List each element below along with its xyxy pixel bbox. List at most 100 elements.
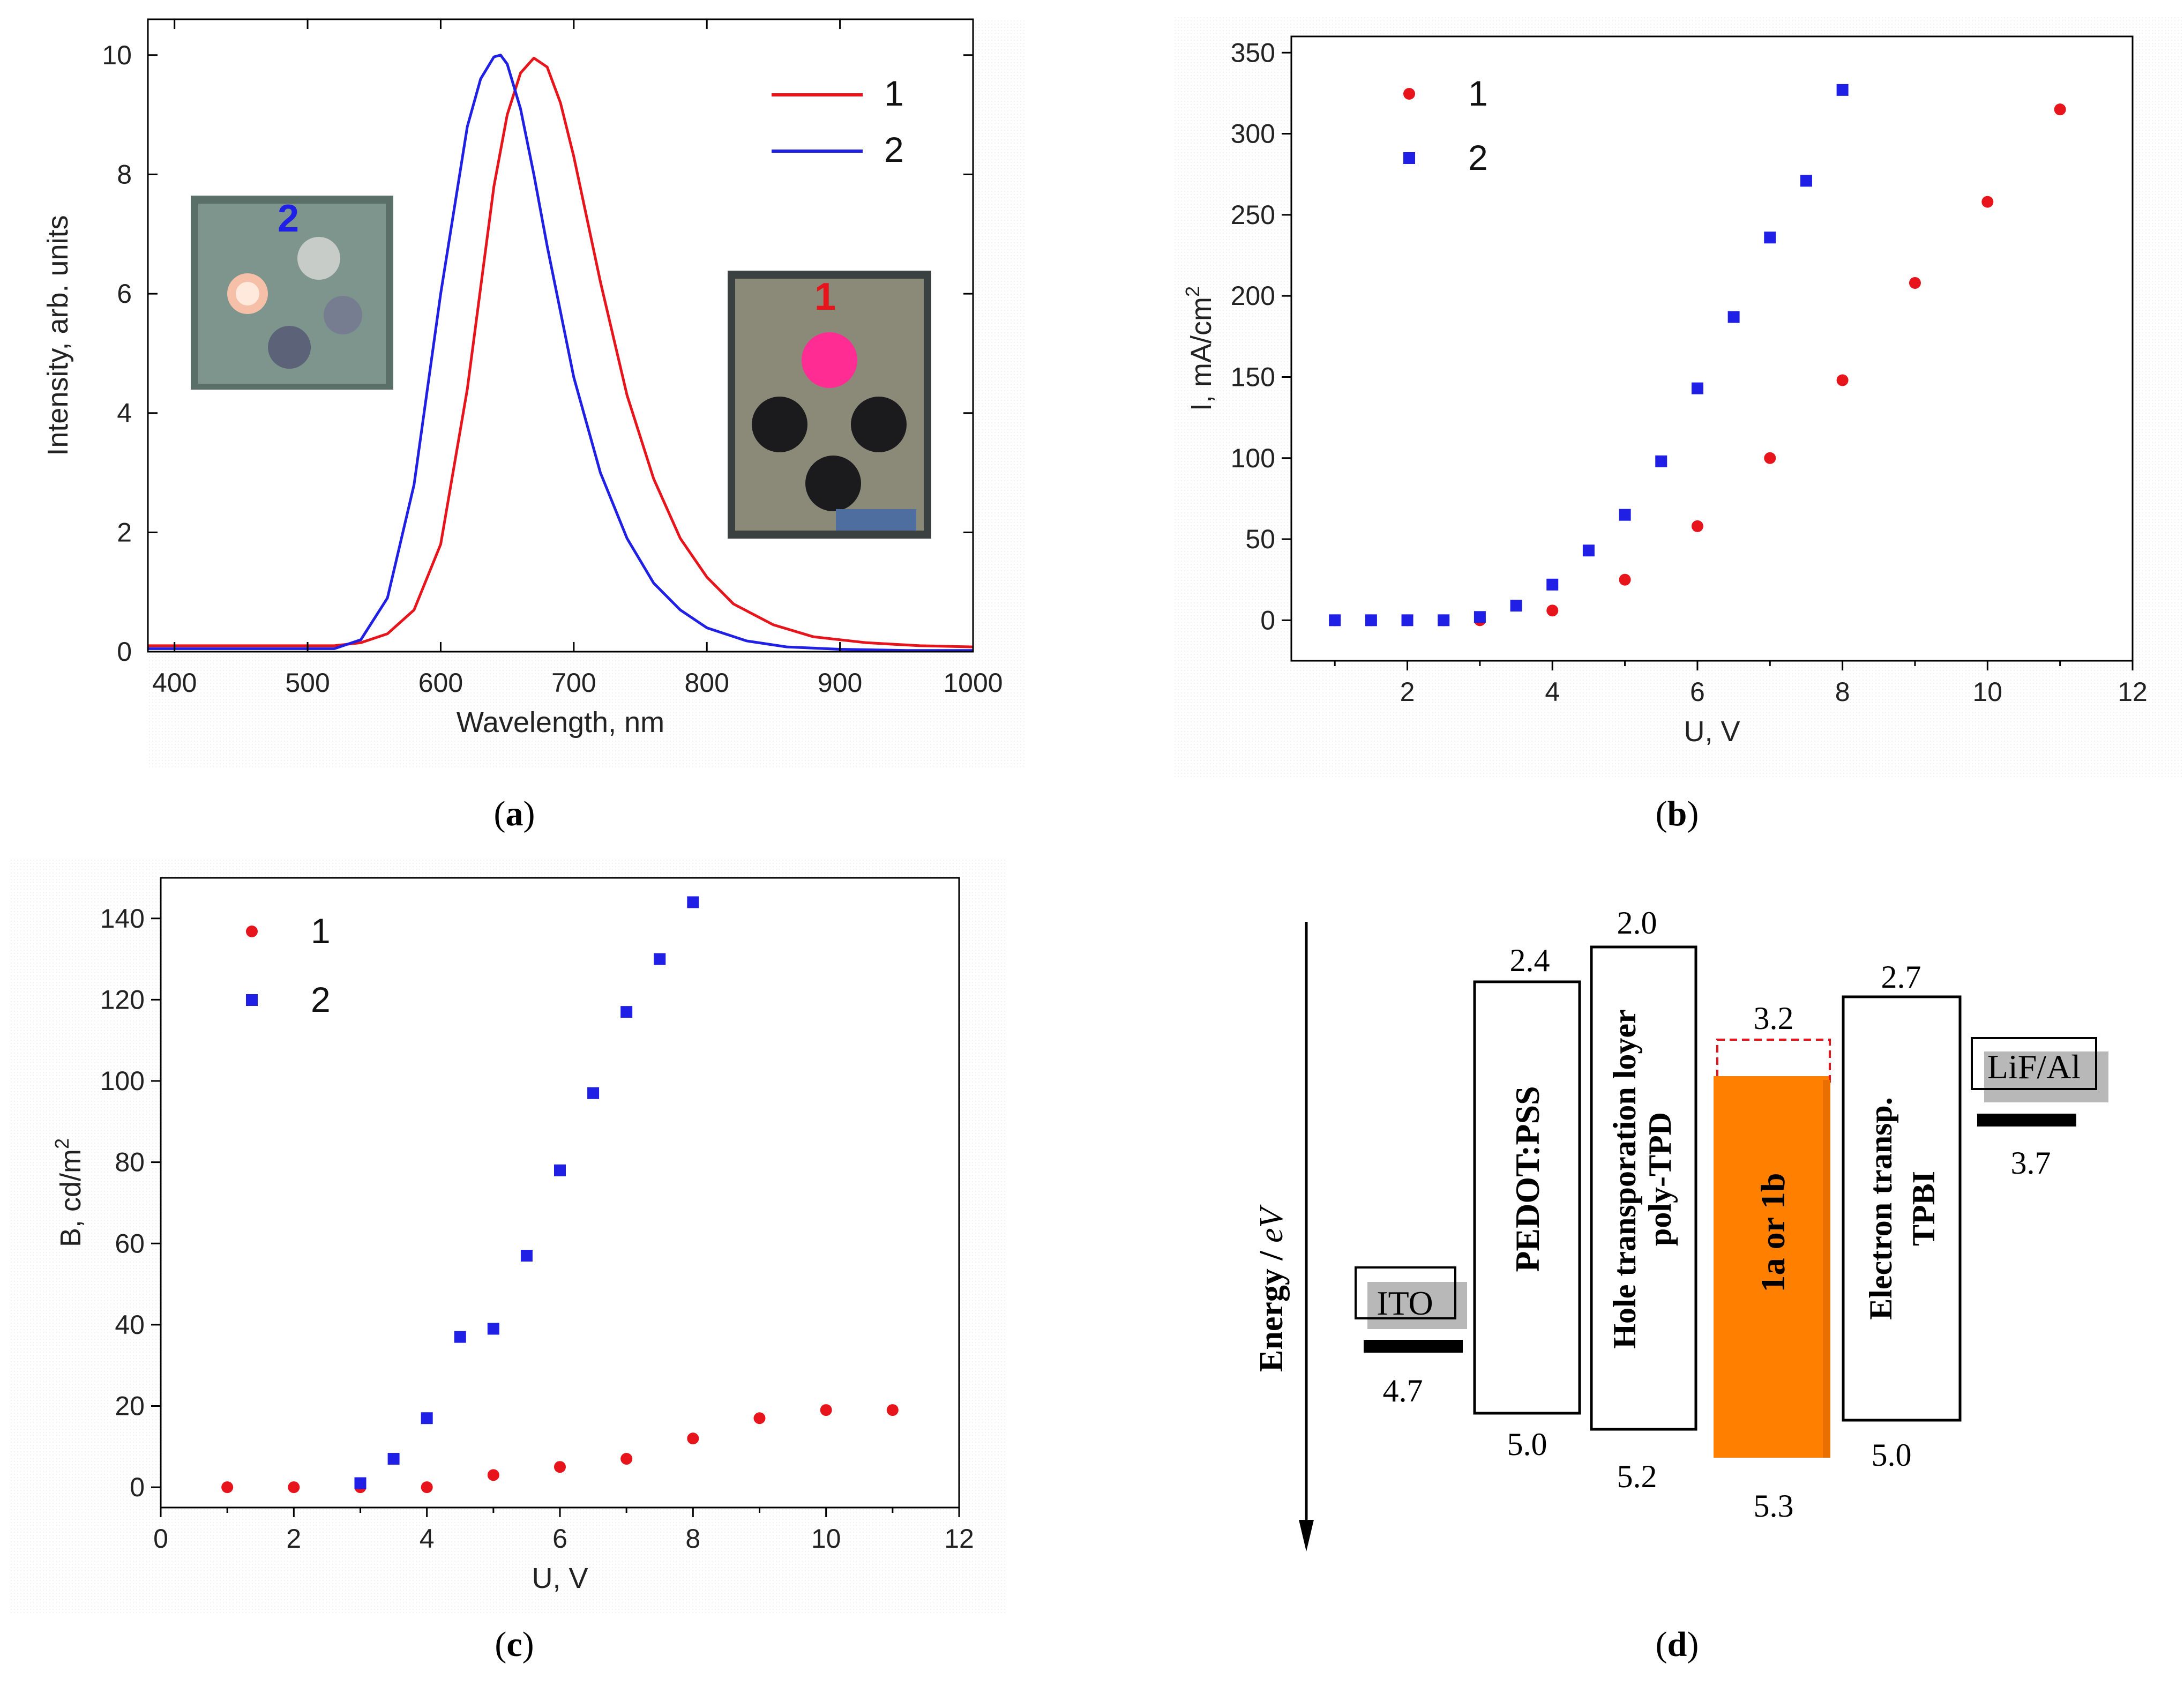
panel-c-plot-area — [161, 878, 959, 1508]
b-series-2-point — [1438, 614, 1450, 626]
b-series-2-point — [1836, 84, 1849, 96]
c-legend-label-1: 1 — [311, 911, 331, 951]
hole-transport-box — [1590, 945, 1697, 1431]
pedot-bottom-value: 5.0 — [1507, 1427, 1547, 1462]
a-x-tick-label: 600 — [418, 668, 463, 698]
c-y-axis-label: B, cd/m2 — [51, 1138, 87, 1247]
b-series-2-point — [1474, 611, 1486, 623]
a-plot-frame — [147, 18, 974, 653]
lif-al-box — [1971, 1037, 2097, 1090]
c-series-1-point — [886, 1404, 899, 1416]
c-x-tick-label: 2 — [286, 1524, 301, 1554]
b-x-tick-label: 6 — [1690, 677, 1705, 707]
pedot-label: PEDOT:PSS — [1508, 1086, 1546, 1272]
b-series-1-point — [1764, 452, 1776, 464]
pedot-top-value: 2.4 — [1510, 943, 1550, 978]
b-y-tick-label: 350 — [1231, 38, 1275, 68]
c-legend-swatch-2 — [246, 994, 258, 1006]
a-y-tick-label: 0 — [117, 637, 132, 667]
inset-photo-1: 1 — [728, 271, 931, 539]
b-x-tick-label: 4 — [1545, 677, 1560, 707]
c-series-2-point — [354, 1477, 367, 1489]
b-y-axis-label-superscript: 2 — [1181, 286, 1203, 297]
a-y-tick-label: 2 — [117, 517, 132, 547]
caption-b-letter: b — [1667, 794, 1687, 833]
c-series-2-point — [620, 1006, 633, 1018]
inset-photo-1-cable — [836, 509, 916, 531]
c-series-2-point — [654, 953, 666, 965]
lif-al-shadow — [1984, 1051, 2108, 1102]
c-series-2-point — [587, 1087, 600, 1099]
electron-transport-label-line1: Electron transp. — [1863, 1097, 1898, 1320]
c-series-2-point — [421, 1412, 433, 1424]
caption-c: (c) — [495, 1625, 534, 1664]
a-x-tick-label: 900 — [818, 668, 862, 698]
b-series-1-point — [1619, 573, 1631, 586]
energy-axis-label: Energy / eV — [1253, 1204, 1290, 1372]
b-y-axis-label: I, mA/cm2 — [1181, 286, 1217, 411]
c-series-1-point — [687, 1433, 699, 1445]
c-x-axis-label: U, V — [532, 1562, 588, 1594]
c-y-tick-label: 0 — [130, 1472, 145, 1502]
b-series-1-point — [1836, 374, 1849, 386]
inset-photo-1-pixel — [851, 397, 907, 452]
b-series-2-point — [1365, 614, 1377, 626]
a-x-tick-label: 800 — [685, 668, 729, 698]
caption-a: (a) — [494, 794, 535, 833]
emitter-dashed-level — [1716, 1039, 1831, 1083]
ito-bottom-value: 4.7 — [1383, 1373, 1423, 1408]
lif-al-label: LiF/Al — [1987, 1048, 2081, 1086]
c-x-tick-label: 4 — [420, 1524, 435, 1554]
layer-emitter: 3.2 5.3 1a or 1b — [1714, 1001, 1831, 1524]
b-series-2-point — [1582, 544, 1595, 557]
b-x-axis-label: U, V — [1684, 715, 1740, 748]
c-y-tick-label: 120 — [100, 984, 145, 1014]
b-series-1-point — [1691, 520, 1703, 532]
c-series-1-point — [820, 1404, 832, 1416]
c-series-2-point — [520, 1250, 533, 1262]
c-x-tick-label: 12 — [944, 1524, 974, 1554]
a-y-tick-label: 8 — [117, 159, 132, 189]
electron-transport-top-value: 2.7 — [1881, 959, 1921, 995]
inset-photo-1-pixel — [805, 456, 861, 511]
c-y-tick-label: 100 — [100, 1066, 145, 1096]
c-x-tick-label: 8 — [685, 1524, 700, 1554]
ito-box — [1355, 1266, 1456, 1319]
hole-transport-bottom-value: 5.2 — [1617, 1459, 1657, 1494]
b-x-tick-label: 10 — [1972, 677, 2002, 707]
panel-d: Energy / eV ITO 4.7 2.4 5.0 PEDOT:PSS 2.… — [1253, 905, 2108, 1664]
layer-pedot: 2.4 5.0 PEDOT:PSS — [1473, 943, 1581, 1462]
b-series-2-point — [1546, 578, 1559, 591]
b-series-1-point — [2054, 103, 2066, 116]
a-x-axis-label: Wavelength, nm — [457, 706, 664, 738]
c-series-1-point — [487, 1469, 499, 1481]
inset-photo-2-lit-core — [236, 282, 259, 305]
inset-photo-2: 2 — [191, 196, 393, 390]
b-series-2-point — [1510, 600, 1522, 612]
energy-axis-unit: eV — [1253, 1204, 1290, 1243]
hole-transport-top-value: 2.0 — [1617, 905, 1657, 941]
c-y-tick-label: 20 — [115, 1391, 145, 1421]
inset-photo-2-pixel — [268, 326, 311, 369]
electron-transport-label-line2: TPBI — [1906, 1171, 1941, 1246]
b-series-2-point — [1691, 382, 1703, 394]
emitter-box-edge — [1823, 1080, 1830, 1458]
b-series-1-point — [1546, 605, 1559, 617]
a-y-axis-label: Intensity, arb. units — [42, 215, 74, 456]
c-x-tick-label: 0 — [153, 1524, 168, 1554]
a-series-1-line — [148, 56, 974, 648]
emitter-top-value: 3.2 — [1754, 1001, 1794, 1036]
b-plot-frame — [1290, 35, 2134, 662]
panel-b-plot-area — [1291, 36, 2133, 661]
caption-d: (d) — [1656, 1625, 1699, 1664]
inset-photo-1-label: 1 — [814, 275, 836, 318]
c-series-2-point — [554, 1164, 566, 1176]
b-series-2-point — [1619, 509, 1631, 521]
lif-al-level-bar — [1977, 1114, 2076, 1127]
b-y-tick-label: 200 — [1231, 281, 1275, 311]
caption-a-letter: a — [506, 794, 523, 833]
pedot-box — [1473, 980, 1581, 1415]
layer-ito: ITO 4.7 — [1355, 1266, 1467, 1408]
a-x-tick-label: 700 — [551, 668, 596, 698]
lif-al-bottom-value: 3.7 — [2011, 1145, 2051, 1181]
